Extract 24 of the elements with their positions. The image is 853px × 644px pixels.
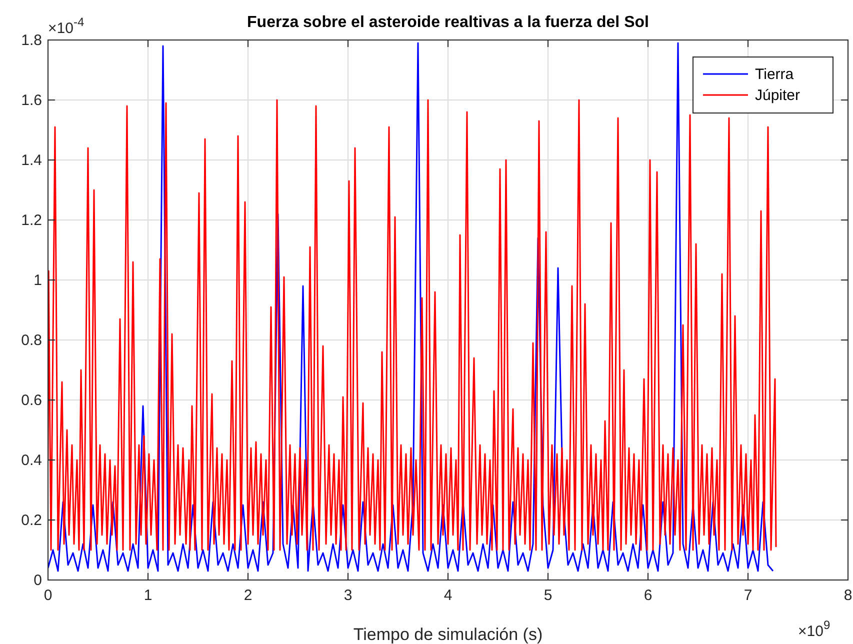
x-tick-label: 1 bbox=[144, 587, 152, 604]
y-tick-label: 1.2 bbox=[21, 212, 42, 229]
x-tick-label: 7 bbox=[744, 587, 752, 604]
y-tick-label: 0 bbox=[34, 572, 42, 589]
text: ×10$^{9}$ bbox=[798, 618, 830, 640]
chart-title: Fuerza sobre el asteroide realtivas a la fuerza del Sol bbox=[247, 14, 649, 31]
x-tick-label: 2 bbox=[244, 587, 252, 604]
y-tick-label: 1 bbox=[34, 272, 42, 289]
x-axis-title: Tiempo de simulación (s) bbox=[353, 625, 543, 644]
text: ×10$^{-4}$ bbox=[48, 15, 84, 37]
y-tick-label: 0.2 bbox=[21, 512, 42, 529]
x-tick-label: 3 bbox=[344, 587, 352, 604]
y-tick-label: 1.8 bbox=[21, 32, 42, 49]
y-tick-label: 1.4 bbox=[21, 152, 42, 169]
y-tick-label: 0.6 bbox=[21, 392, 42, 409]
y-tick-label: 0.4 bbox=[21, 452, 42, 469]
x-tick-label: 6 bbox=[644, 587, 652, 604]
legend-label: Júpiter bbox=[755, 87, 800, 104]
y-tick-label: 0.8 bbox=[21, 332, 42, 349]
legend-label: Tierra bbox=[755, 66, 794, 83]
y-tick-label: 1.6 bbox=[21, 92, 42, 109]
x-tick-label: 5 bbox=[544, 587, 552, 604]
x-tick-label: 4 bbox=[444, 587, 452, 604]
x-tick-label: 8 bbox=[844, 587, 852, 604]
